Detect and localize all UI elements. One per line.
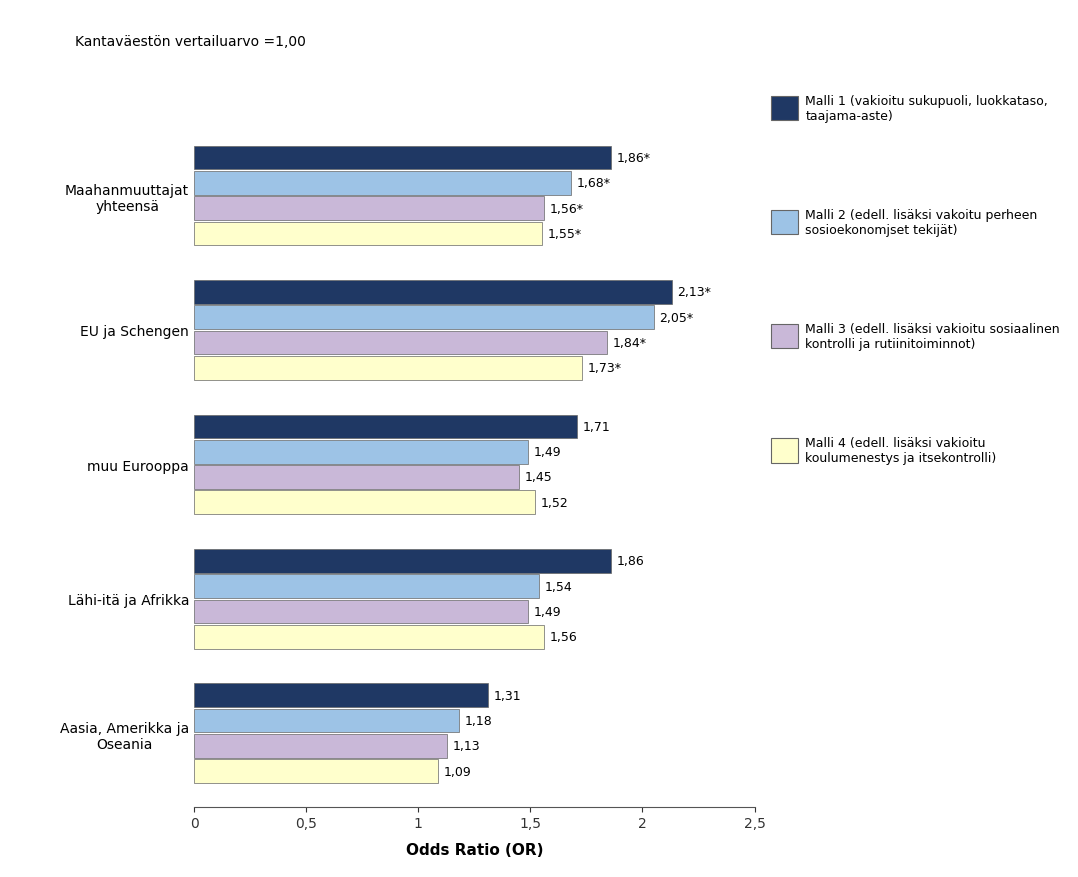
Bar — [194, 306, 653, 330]
Bar — [194, 172, 570, 196]
Bar — [194, 281, 672, 304]
Text: 1,71: 1,71 — [583, 420, 611, 433]
Bar — [194, 683, 487, 708]
Bar — [194, 332, 607, 355]
Text: 1,56*: 1,56* — [550, 203, 583, 216]
Text: 1,18: 1,18 — [465, 714, 492, 727]
Bar — [194, 146, 611, 170]
Bar — [194, 197, 543, 221]
Text: 1,55*: 1,55* — [548, 228, 581, 240]
Text: 1,52: 1,52 — [540, 496, 568, 510]
Text: 1,13: 1,13 — [453, 739, 481, 752]
Text: 1,86: 1,86 — [617, 554, 645, 567]
Text: Malli 2 (edell. lisäksi vakoitu perheen
sosioekonomjset tekijät): Malli 2 (edell. lisäksi vakoitu perheen … — [805, 209, 1037, 237]
Text: 1,68*: 1,68* — [577, 177, 610, 190]
Text: 1,86*: 1,86* — [617, 152, 651, 165]
X-axis label: Odds Ratio (OR): Odds Ratio (OR) — [405, 842, 543, 857]
Text: 1,49: 1,49 — [534, 605, 562, 618]
Bar — [194, 574, 539, 598]
Bar — [194, 357, 582, 381]
Bar — [194, 491, 535, 515]
Bar — [194, 466, 520, 489]
Bar — [194, 759, 439, 783]
Bar — [194, 709, 458, 732]
Text: 1,09: 1,09 — [444, 765, 472, 778]
Text: Malli 3 (edell. lisäksi vakioitu sosiaalinen
kontrolli ja rutiinitoiminnot): Malli 3 (edell. lisäksi vakioitu sosiaal… — [805, 323, 1060, 351]
Bar — [194, 734, 447, 758]
Text: 2,13*: 2,13* — [677, 286, 711, 299]
Text: Malli 1 (vakioitu sukupuoli, luokkataso,
taajama-aste): Malli 1 (vakioitu sukupuoli, luokkataso,… — [805, 95, 1048, 123]
Bar — [194, 440, 528, 464]
Bar — [194, 415, 578, 438]
Text: Kantaväestön vertailuarvo =1,00: Kantaväestön vertailuarvo =1,00 — [75, 35, 306, 49]
Text: 1,54: 1,54 — [545, 580, 572, 593]
Text: 1,56: 1,56 — [550, 631, 577, 644]
Bar — [194, 625, 543, 649]
Text: 1,49: 1,49 — [534, 446, 562, 459]
Text: Malli 4 (edell. lisäksi vakioitu
koulumenestys ja itsekontrolli): Malli 4 (edell. lisäksi vakioitu koulume… — [805, 437, 996, 465]
Text: 1,31: 1,31 — [494, 689, 521, 702]
Text: 1,84*: 1,84* — [612, 337, 646, 350]
Text: 2,05*: 2,05* — [660, 311, 693, 324]
Bar — [194, 549, 611, 573]
Text: 1,73*: 1,73* — [588, 362, 622, 375]
Bar — [194, 222, 541, 246]
Bar — [194, 600, 528, 624]
Text: 1,45: 1,45 — [525, 471, 553, 484]
